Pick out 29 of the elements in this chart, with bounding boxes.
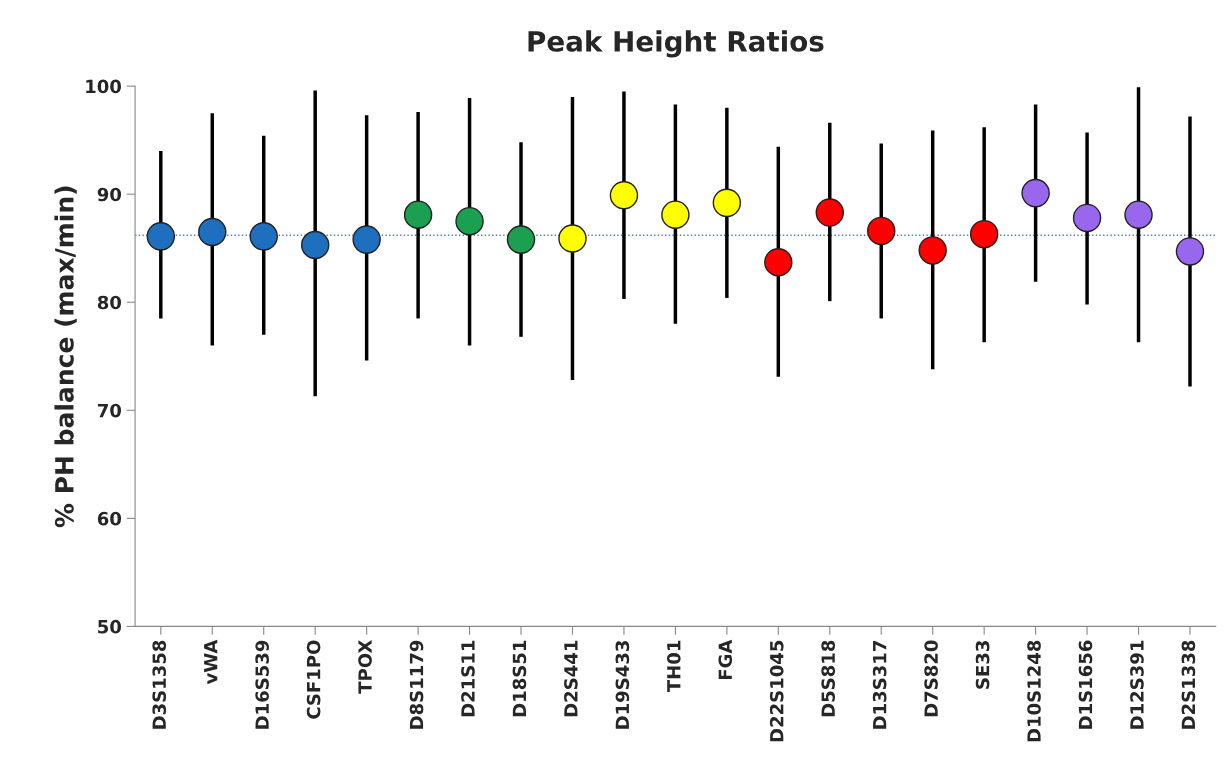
x-tick-label: vWA <box>204 639 218 685</box>
x-tick-label: D22S1045 <box>769 640 784 742</box>
x-tick-label: D7S820 <box>924 640 938 717</box>
x-tick-label: CSF1PO <box>306 640 321 719</box>
x-tick-label: D16S539 <box>255 640 269 729</box>
x-tick-label: D13S317 <box>872 641 887 729</box>
x-tick-label: SE33 <box>975 641 990 689</box>
x-tick-label: TPOX <box>358 639 372 694</box>
x-tick-label: D19S433 <box>615 641 630 729</box>
y-tick-label: 90 <box>97 187 122 202</box>
x-tick-label: D8S1179 <box>409 640 424 729</box>
chart-title: Peak Height Ratios <box>528 30 824 58</box>
x-tick-label: D3S1358 <box>152 640 167 729</box>
x-tick-label: D2S1338 <box>1181 640 1196 729</box>
y-tick-label: 70 <box>97 403 122 418</box>
x-tick-label: D12S391 <box>1130 640 1144 729</box>
y-axis-title: % PH balance (max/min) <box>54 186 77 528</box>
x-tick-label: D21S11 <box>461 640 475 717</box>
x-tick-label: D2S441 <box>564 640 578 717</box>
y-tick-label: 50 <box>98 619 122 634</box>
x-tick-label: FGA <box>718 639 733 680</box>
x-tick-label: D10S1248 <box>1027 640 1041 742</box>
y-tick-label: 100 <box>86 79 122 94</box>
y-tick-label: 80 <box>97 295 122 310</box>
x-tick-label: D18S51 <box>512 640 527 717</box>
x-tick-label: TH01 <box>666 640 681 693</box>
x-tick-label: D5S818 <box>821 640 836 717</box>
y-tick-label: 60 <box>97 511 122 526</box>
x-tick-label: D1S1656 <box>1078 640 1093 729</box>
